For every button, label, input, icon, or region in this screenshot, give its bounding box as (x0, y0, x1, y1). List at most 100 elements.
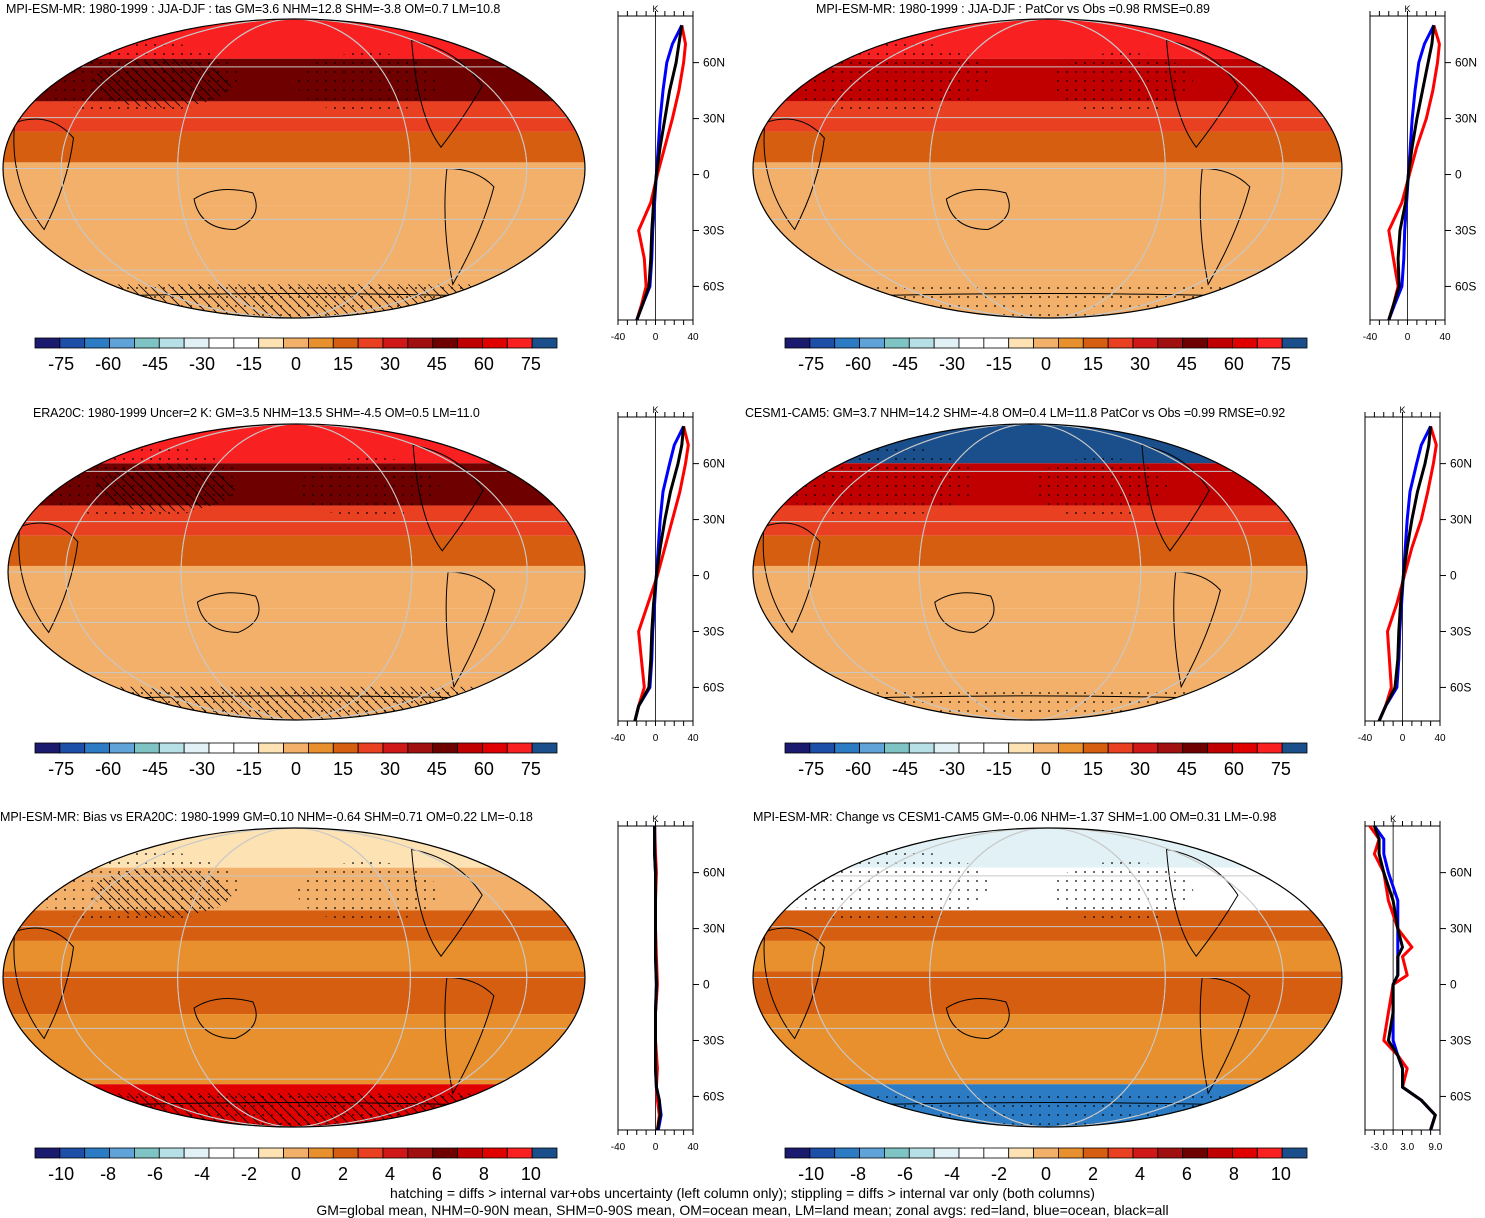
colorbar-tick-label: 4 (1135, 1164, 1145, 1184)
profile-unit-label: K (652, 4, 658, 14)
colorbar-swatch (1182, 742, 1208, 754)
y-tick-label: 30N (703, 112, 725, 126)
stippling-region (753, 284, 1342, 318)
colorbar-swatch (884, 1147, 910, 1159)
colorbar-tick-label: 60 (1224, 354, 1244, 374)
colorbar-swatch (382, 742, 409, 754)
colorbar-swatch (158, 742, 185, 754)
colorbar-tick-label: -4 (944, 1164, 960, 1184)
colorbar-swatch (1008, 742, 1034, 754)
colorbar-tick-label: -15 (986, 354, 1012, 374)
colorbar-tick-label: 2 (338, 1164, 348, 1184)
y-tick-label: 30S (703, 1033, 724, 1047)
colorbar-swatch (308, 742, 334, 754)
colorbar-swatch (1256, 337, 1283, 349)
x-tick-label: -3.0 (1370, 1142, 1388, 1153)
graticule-line (811, 828, 1284, 1127)
colorbar-swatch (958, 742, 985, 754)
colorbar-swatch (1082, 337, 1109, 349)
hatching-region (8, 686, 585, 720)
lat-band (3, 940, 585, 972)
colorbar-swatch (208, 742, 235, 754)
x-tick-label: -40 (611, 1142, 626, 1153)
series-line-all (1387, 25, 1436, 321)
profile-unit-label: K (652, 405, 658, 415)
colorbar-swatch (1157, 1147, 1184, 1159)
colorbar-swatch (859, 337, 885, 349)
colorbar-swatch (1107, 337, 1134, 349)
colorbar-swatch (933, 1147, 960, 1159)
colorbar-tick-label: 75 (521, 759, 541, 779)
colorbar-tick-label: 15 (333, 759, 353, 779)
colorbar-swatch (34, 337, 61, 349)
graticule-line (929, 828, 1166, 1127)
stippling-region (775, 445, 977, 518)
colorbar-swatch (1281, 742, 1308, 754)
colorbar-tick-label: 8 (1229, 1164, 1239, 1184)
panel-title: MPI-ESM-MR: Bias vs ERA20C: 1980-1999 GM… (0, 810, 533, 824)
colorbar-swatch (908, 337, 935, 349)
colorbar-swatch (134, 337, 160, 349)
colorbar-tick-label: -45 (142, 354, 168, 374)
hatching-region (91, 58, 233, 108)
colorbar-tick-label: 60 (474, 759, 494, 779)
colorbar-swatch (1132, 337, 1159, 349)
coastline (196, 592, 260, 633)
colorbar-swatch (1058, 1147, 1084, 1159)
y-tick-label: 60N (1455, 56, 1477, 70)
colorbar-swatch (283, 742, 309, 754)
x-tick-label: -40 (1358, 733, 1373, 744)
lat-band (3, 1014, 585, 1085)
profile-unit-label: K (1390, 814, 1396, 824)
y-tick-label: 60N (703, 56, 725, 70)
y-tick-label: 60S (1450, 1089, 1471, 1103)
x-tick-label: 40 (1434, 733, 1446, 744)
colorbar-swatch (208, 1147, 235, 1159)
colorbar-tick-label: 15 (1083, 354, 1103, 374)
y-tick-label: 30S (703, 624, 724, 638)
colorbar-swatch (983, 1147, 1010, 1159)
colorbar-tick-label: 4 (385, 1164, 395, 1184)
colorbar-tick-label: 10 (521, 1164, 541, 1184)
zonal-profile: K 60N 30N 0 30S 60S -3.0 3.0 9.0 (1364, 814, 1472, 1153)
colorbar-swatch (382, 1147, 409, 1159)
colorbar-swatch (1182, 337, 1208, 349)
colorbar-swatch (1058, 742, 1084, 754)
y-tick-label: 60S (1450, 680, 1471, 694)
colorbar: -75 -60 -45 -30 -15 0 15 30 45 60 75 (34, 337, 558, 374)
colorbar-swatch (1132, 742, 1159, 754)
colorbar-swatch (407, 1147, 434, 1159)
colorbar-swatch (1232, 337, 1258, 349)
lat-band (753, 19, 1342, 59)
colorbar-swatch (134, 742, 160, 754)
colorbar-tick-label: 0 (291, 354, 301, 374)
stippling-region (753, 686, 1307, 720)
colorbar-swatch (407, 337, 434, 349)
colorbar-swatch (809, 337, 836, 349)
y-tick-label: 60S (703, 279, 724, 293)
coastline (193, 188, 257, 231)
colorbar-swatch (884, 337, 910, 349)
coastline (1165, 39, 1239, 148)
colorbar-tick-label: -30 (189, 759, 215, 779)
lat-band (3, 971, 585, 1015)
zonal-profile: K 60N 30N 0 30S 60S -40 0 40 (611, 814, 725, 1153)
lat-band (3, 162, 585, 206)
colorbar-swatch (506, 337, 533, 349)
colorbar-swatch (432, 337, 458, 349)
coastline (411, 848, 483, 957)
y-tick-label: 0 (703, 168, 710, 182)
y-tick-label: 0 (1450, 978, 1457, 992)
colorbar: -10 -8 -6 -4 -2 0 2 4 6 8 10 (784, 1147, 1308, 1184)
colorbar-swatch (457, 742, 483, 754)
colorbar-swatch (859, 742, 885, 754)
colorbar-swatch (283, 1147, 309, 1159)
panel-title: ERA20C: 1980-1999 Uncer=2 K: GM=3.5 NHM=… (33, 406, 480, 420)
colorbar-tick-label: 45 (1177, 759, 1197, 779)
colorbar-swatch (158, 337, 185, 349)
panel-title: CESM1-CAM5: GM=3.7 NHM=14.2 SHM=-4.8 OM=… (745, 406, 1286, 420)
colorbar-swatch (233, 337, 260, 349)
x-tick-label: 0 (653, 1142, 659, 1153)
colorbar-swatch (332, 742, 359, 754)
colorbar-tick-label: -2 (241, 1164, 257, 1184)
